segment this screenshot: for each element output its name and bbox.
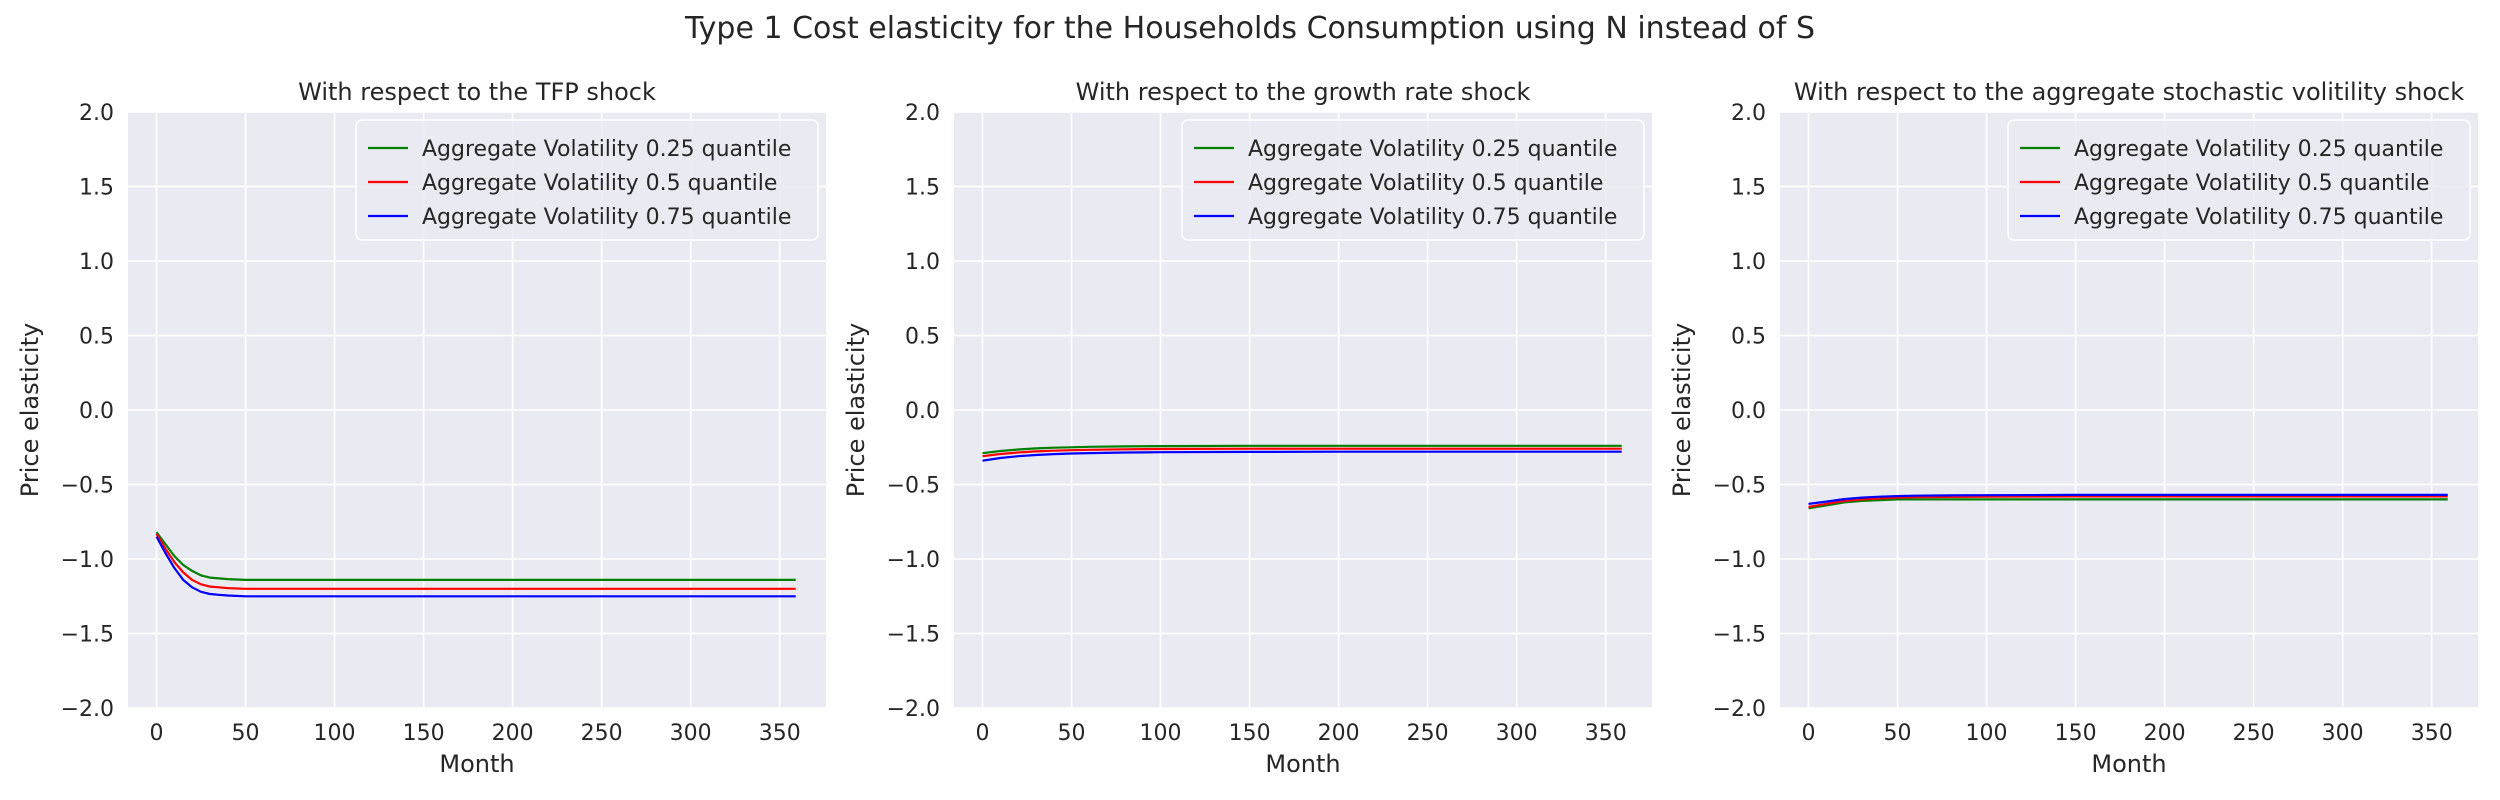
x-tick-label: 0 bbox=[149, 721, 163, 746]
legend-label-1: Aggregate Volatility 0.25 quantile bbox=[422, 137, 791, 162]
series-line-2 bbox=[155, 533, 796, 590]
y-tick-label: 0.0 bbox=[79, 399, 114, 424]
x-tick-label: 100 bbox=[1140, 721, 1182, 746]
y-tick-label: 0.0 bbox=[1731, 399, 1766, 424]
x-tick-label: 200 bbox=[492, 721, 534, 746]
y-tick-label: 2.0 bbox=[1731, 101, 1766, 126]
series-line-3 bbox=[1808, 493, 2448, 505]
legend-label-1: Aggregate Volatility 0.25 quantile bbox=[2074, 137, 2443, 162]
x-tick-label: 150 bbox=[1229, 721, 1271, 746]
y-tick-label: 2.0 bbox=[79, 101, 114, 126]
y-tick-label: 0.5 bbox=[905, 325, 940, 350]
x-axis-label: Month bbox=[2091, 750, 2166, 778]
y-tick-label: 0.5 bbox=[79, 325, 114, 350]
x-tick-label: 150 bbox=[2055, 721, 2097, 746]
x-axis-label: Month bbox=[1265, 750, 1340, 778]
x-tick-label: 250 bbox=[2233, 721, 2275, 746]
y-tick-label: 1.0 bbox=[905, 250, 940, 275]
legend-box bbox=[2007, 119, 2471, 241]
chart-panel-3: −2.0 −1.5 −1.0 −0.5 0.0 0.5 1.0 1.5 2.0 0 50 100 150… bbox=[1668, 78, 2478, 778]
y-tick-label: −2.0 bbox=[1713, 697, 1766, 722]
legend-box bbox=[355, 119, 819, 241]
y-tick-label: −1.0 bbox=[1713, 548, 1766, 573]
x-tick-label: 300 bbox=[670, 721, 712, 746]
y-tick-label: −1.5 bbox=[1713, 623, 1766, 648]
x-tick-label: 200 bbox=[1318, 721, 1360, 746]
y-tick-label: −2.0 bbox=[61, 697, 114, 722]
y-tick-label: 1.5 bbox=[905, 176, 940, 201]
y-tick-label: −1.5 bbox=[887, 623, 940, 648]
series-line-1 bbox=[1808, 498, 2448, 510]
x-tick-label: 0 bbox=[1801, 721, 1815, 746]
x-tick-label: 200 bbox=[2144, 721, 2186, 746]
series-line-2 bbox=[1808, 495, 2448, 508]
x-tick-label: 50 bbox=[1058, 721, 1086, 746]
y-tick-label: 0.0 bbox=[905, 399, 940, 424]
series-line-2 bbox=[982, 447, 1622, 458]
y-tick-label: 1.5 bbox=[79, 176, 114, 201]
series-line-1 bbox=[982, 444, 1622, 455]
x-tick-label: 300 bbox=[2322, 721, 2364, 746]
x-tick-label: 50 bbox=[1884, 721, 1912, 746]
y-axis-label: Price elasticity bbox=[16, 323, 44, 497]
legend-label-3: Aggregate Volatility 0.75 quantile bbox=[422, 205, 791, 230]
figure-title: Type 1 Cost elasticity for the Household… bbox=[684, 11, 1815, 46]
y-tick-label: −0.5 bbox=[61, 474, 114, 499]
panel-title: With respect to the aggregate stochastic… bbox=[1794, 78, 2464, 106]
legend: Aggregate Volatility 0.25 quantile Aggreg… bbox=[2007, 119, 2471, 241]
x-tick-label: 100 bbox=[1966, 721, 2008, 746]
legend-box bbox=[1181, 119, 1645, 241]
x-tick-label: 350 bbox=[1585, 721, 1627, 746]
y-tick-label: −1.0 bbox=[887, 548, 940, 573]
panel-title: With respect to the growth rate shock bbox=[1076, 78, 1531, 106]
legend-label-3: Aggregate Volatility 0.75 quantile bbox=[2074, 205, 2443, 230]
y-tick-label: 2.0 bbox=[905, 101, 940, 126]
y-tick-label: −0.5 bbox=[887, 474, 940, 499]
x-tick-label: 0 bbox=[975, 721, 989, 746]
y-tick-label: 1.0 bbox=[79, 250, 114, 275]
y-tick-label: −1.5 bbox=[61, 623, 114, 648]
y-tick-label: −2.0 bbox=[887, 697, 940, 722]
x-tick-label: 100 bbox=[314, 721, 356, 746]
y-axis-label: Price elasticity bbox=[842, 323, 870, 497]
y-tick-label: 1.0 bbox=[1731, 250, 1766, 275]
series-line-3 bbox=[982, 450, 1622, 462]
legend: Aggregate Volatility 0.25 quantile Aggreg… bbox=[1181, 119, 1645, 241]
x-tick-label: 350 bbox=[2411, 721, 2453, 746]
y-tick-label: 0.5 bbox=[1731, 325, 1766, 350]
y-tick-label: −1.0 bbox=[61, 548, 114, 573]
legend-label-3: Aggregate Volatility 0.75 quantile bbox=[1248, 205, 1617, 230]
y-tick-label: −0.5 bbox=[1713, 474, 1766, 499]
y-axis-label: Price elasticity bbox=[1668, 323, 1696, 497]
chart-panels: −2.0 −1.5 −1.0 −0.5 0.0 0.5 1.0 1.5 2.0 0 50 100 150… bbox=[16, 78, 2478, 778]
legend-label-2: Aggregate Volatility 0.5 quantile bbox=[1248, 171, 1603, 196]
x-tick-label: 300 bbox=[1496, 721, 1538, 746]
panel-title: With respect to the TFP shock bbox=[298, 78, 656, 106]
legend-label-2: Aggregate Volatility 0.5 quantile bbox=[2074, 171, 2429, 196]
legend: Aggregate Volatility 0.25 quantile Aggreg… bbox=[355, 119, 819, 241]
chart-panel-1: −2.0 −1.5 −1.0 −0.5 0.0 0.5 1.0 1.5 2.0 0 50 100 150… bbox=[16, 78, 826, 778]
x-tick-label: 50 bbox=[232, 721, 260, 746]
legend-label-2: Aggregate Volatility 0.5 quantile bbox=[422, 171, 777, 196]
legend-label-1: Aggregate Volatility 0.25 quantile bbox=[1248, 137, 1617, 162]
x-tick-label: 350 bbox=[759, 721, 801, 746]
series-line-1 bbox=[155, 531, 796, 582]
x-tick-label: 250 bbox=[1407, 721, 1449, 746]
chart-panel-2: −2.0 −1.5 −1.0 −0.5 0.0 0.5 1.0 1.5 2.0 0 50 100 150… bbox=[842, 78, 1652, 778]
x-tick-label: 250 bbox=[581, 721, 623, 746]
series-line-3 bbox=[155, 536, 796, 598]
x-axis-label: Month bbox=[439, 750, 514, 778]
y-tick-label: 1.5 bbox=[1731, 176, 1766, 201]
x-tick-label: 150 bbox=[403, 721, 445, 746]
